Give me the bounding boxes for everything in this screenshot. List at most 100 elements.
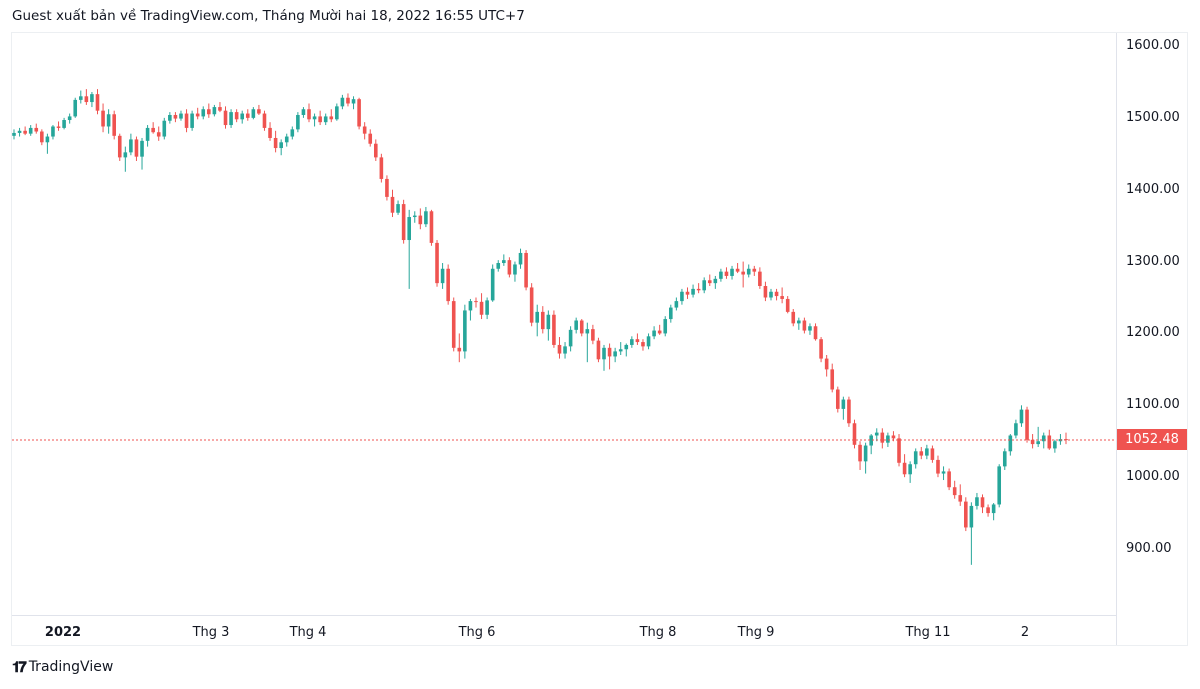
candle-body	[329, 116, 334, 120]
candle-down	[557, 337, 562, 359]
candle-body	[630, 339, 634, 345]
price-tick-label: 1500.00	[1126, 109, 1180, 125]
candle-down	[257, 104, 261, 115]
candle-body	[685, 291, 690, 295]
candle-body	[323, 116, 328, 123]
candle-down	[763, 281, 768, 302]
candle-body	[1002, 451, 1007, 467]
candle-up	[1008, 434, 1013, 456]
candle-body	[284, 136, 289, 143]
candle-up	[713, 275, 718, 289]
candle-down	[1030, 434, 1035, 449]
candle-up	[17, 127, 22, 137]
candle-down	[418, 208, 423, 230]
candle-up	[168, 112, 172, 124]
candle-body	[117, 135, 122, 158]
candle-body	[952, 487, 957, 496]
tradingview-logo-icon: 𝟏𝟕	[12, 658, 27, 676]
candle-body	[1053, 441, 1057, 449]
candle-body	[490, 268, 495, 301]
time-tick-label: Thg 8	[639, 625, 677, 640]
candle-body	[234, 112, 239, 120]
candle-body	[824, 358, 829, 370]
candle-body	[618, 349, 623, 352]
candle-up	[323, 113, 328, 126]
candle-down	[919, 446, 924, 460]
candle-body	[179, 113, 183, 119]
time-tick-label: Thg 3	[192, 625, 230, 640]
candle-body	[262, 113, 267, 128]
candles	[12, 89, 1068, 565]
candle-body	[669, 307, 673, 320]
candle-body	[763, 286, 768, 298]
candle-body	[964, 501, 968, 528]
candle-body	[969, 505, 974, 528]
candle-body	[17, 130, 22, 133]
candle-body	[12, 132, 16, 136]
candle-body	[67, 116, 72, 121]
candle-body	[23, 130, 27, 134]
candle-body	[507, 260, 512, 275]
candle-body	[412, 215, 417, 218]
candle-body	[830, 369, 835, 390]
candle-up	[62, 117, 66, 130]
candle-body	[886, 435, 890, 443]
candle-up	[869, 434, 873, 455]
time-tick-label: Thg 6	[458, 625, 496, 640]
candle-up	[646, 333, 651, 350]
candle-body	[646, 336, 651, 347]
candle-down	[824, 354, 829, 377]
candle-body	[379, 157, 384, 179]
last-price-label: 1052.48	[1117, 429, 1187, 451]
candle-down	[902, 454, 907, 478]
candle-down	[835, 386, 840, 413]
candle-body	[78, 96, 83, 100]
candle-body	[997, 466, 1002, 505]
candle-body	[301, 109, 306, 115]
candle-down	[1064, 432, 1068, 445]
candle-body	[340, 97, 345, 107]
candle-up	[407, 209, 411, 289]
candle-body	[702, 280, 707, 291]
candle-up	[1019, 405, 1024, 427]
candle-up	[201, 106, 206, 120]
candle-up	[680, 288, 684, 305]
candle-down	[318, 110, 322, 126]
candle-body	[268, 127, 272, 138]
candle-body	[440, 268, 445, 284]
candle-body	[791, 311, 796, 324]
publish-info: Guest xuất bản về TradingView.com, Tháng…	[12, 8, 525, 24]
candle-body	[880, 432, 885, 443]
candle-up	[624, 343, 629, 357]
candle-body	[808, 326, 812, 331]
candle-body	[201, 109, 206, 117]
candle-up	[730, 265, 734, 280]
candle-body	[841, 399, 846, 409]
candle-down	[1025, 406, 1029, 443]
candle-body	[852, 423, 857, 445]
candle-body	[184, 113, 189, 128]
candle-up	[28, 125, 33, 136]
candle-down	[758, 267, 762, 289]
candle-body	[635, 339, 640, 343]
candle-body	[162, 120, 167, 137]
candle-body	[207, 109, 211, 115]
candle-down	[156, 126, 161, 141]
candle-down	[724, 267, 729, 279]
candle-down	[34, 123, 39, 134]
candle-body	[451, 301, 456, 348]
candle-body	[663, 319, 668, 334]
candle-up	[412, 211, 417, 223]
candle-body	[874, 432, 879, 436]
candle-body	[273, 137, 278, 149]
candle-body	[401, 204, 406, 241]
candle-body	[51, 126, 55, 137]
tradingview-logo[interactable]: 𝟏𝟕 TradingView	[12, 658, 113, 676]
candle-up	[251, 107, 256, 120]
candle-up	[702, 277, 707, 294]
candle-up	[969, 502, 974, 565]
candle-body	[351, 99, 356, 104]
candle-up	[212, 104, 217, 117]
candle-down	[101, 103, 105, 133]
